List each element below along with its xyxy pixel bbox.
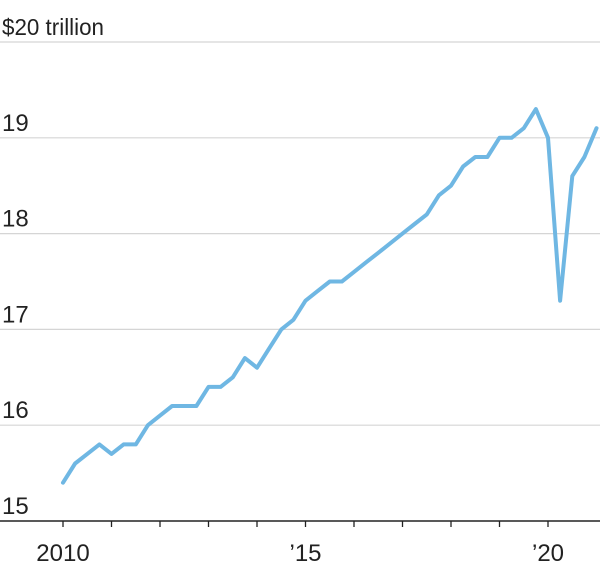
y-tick-label-16: 16 [2,397,29,424]
x-tick-label-2015: ’15 [289,540,321,567]
x-tick-label-2010: 2010 [36,540,89,567]
series-layer [61,107,599,485]
tick-labels: 15 16 17 18 19 $20 trillion 2010 ’15 ’20 [2,14,564,567]
y-tick-label-17: 17 [2,301,29,328]
y-tick-label-15: 15 [2,493,29,520]
y-tick-label-20: $20 trillion [2,14,104,40]
x-tick-label-2020: ’20 [532,540,564,567]
y-tick-label-19: 19 [2,110,29,137]
grid-lines [0,41,600,426]
series-line-0 [61,107,599,485]
y-tick-label-18: 18 [2,206,29,233]
x-axis [0,520,600,527]
